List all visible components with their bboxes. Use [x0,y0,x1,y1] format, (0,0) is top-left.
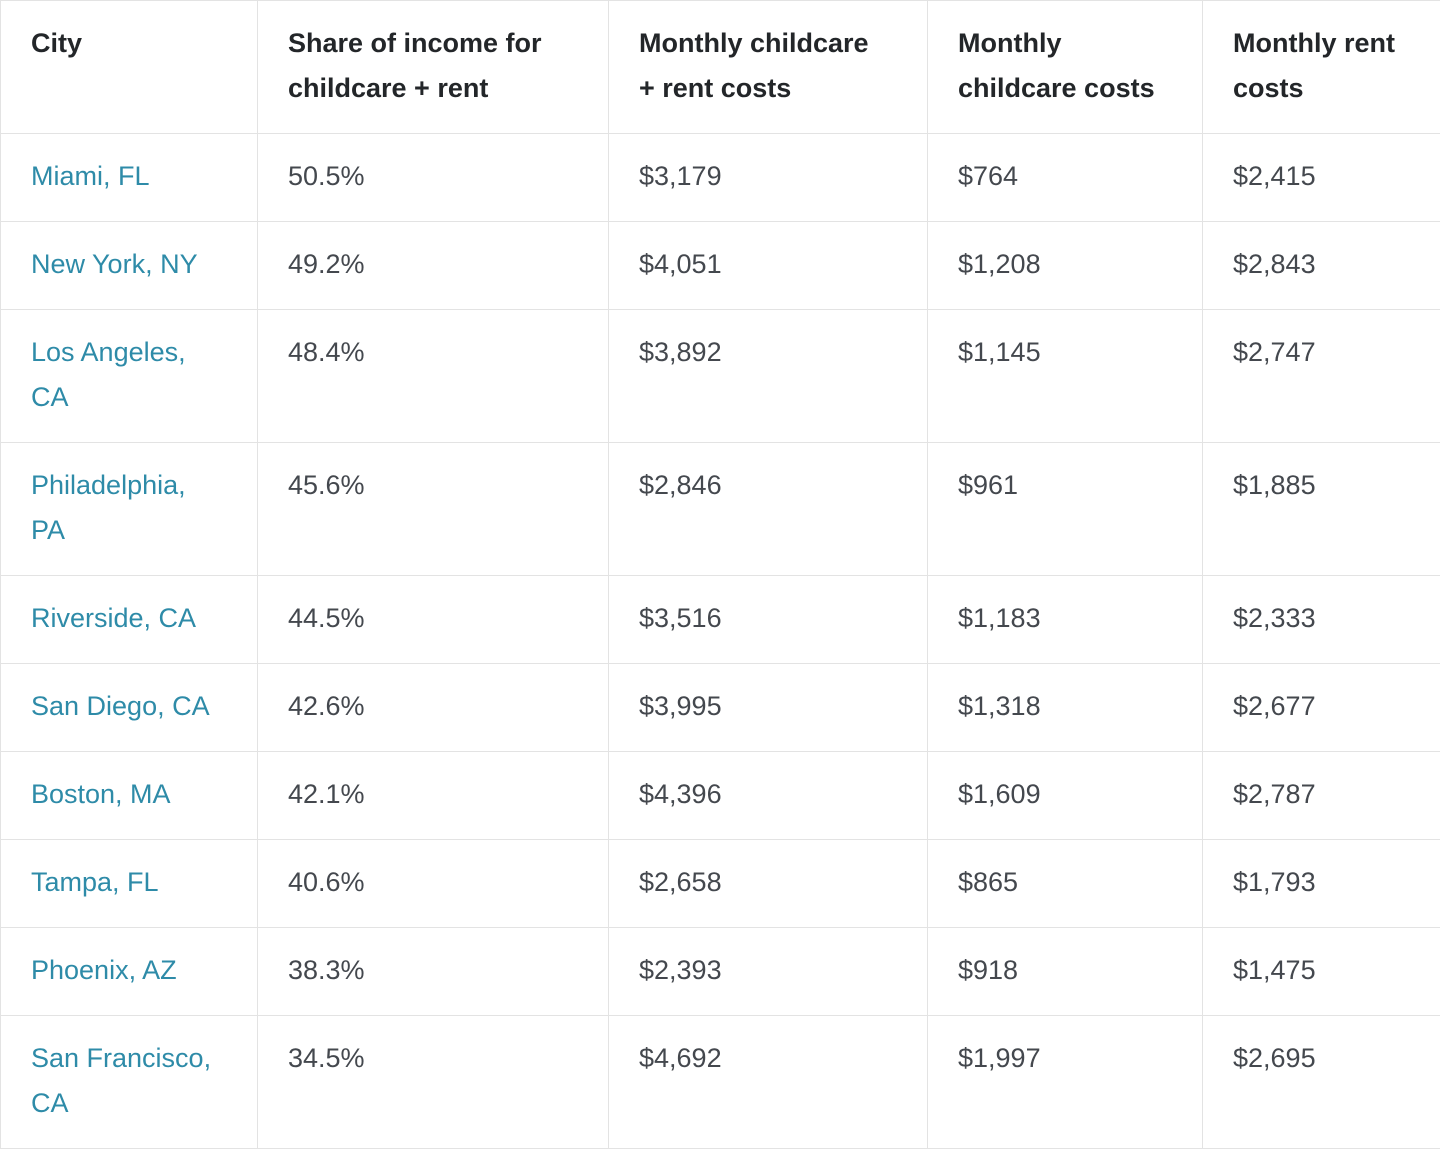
city-link[interactable]: Miami, FL [31,161,150,191]
header-row: City Share of income for childcare + ren… [1,1,1440,134]
city-link[interactable]: Phoenix, AZ [31,955,177,985]
childcare-cell: $1,318 [928,664,1203,752]
rent-cell: $2,747 [1203,310,1440,443]
share-cell: 34.5% [258,1016,609,1149]
childcare-cell: $764 [928,134,1203,222]
childcare-cell: $961 [928,443,1203,576]
rent-cell: $2,787 [1203,752,1440,840]
table-row: Riverside, CA 44.5% $3,516 $1,183 $2,333 [1,576,1440,664]
share-cell: 44.5% [258,576,609,664]
rent-cell: $2,415 [1203,134,1440,222]
share-cell: 42.6% [258,664,609,752]
childcare-cell: $1,183 [928,576,1203,664]
share-cell: 50.5% [258,134,609,222]
share-cell: 42.1% [258,752,609,840]
childcare-cell: $865 [928,840,1203,928]
childcare-rent-cell: $3,179 [609,134,928,222]
city-cell: San Diego, CA [1,664,258,752]
childcare-rent-cell: $4,396 [609,752,928,840]
city-cell: Riverside, CA [1,576,258,664]
childcare-rent-cell: $2,846 [609,443,928,576]
childcare-cell: $1,145 [928,310,1203,443]
city-cell: Miami, FL [1,134,258,222]
city-link[interactable]: Riverside, CA [31,603,196,633]
column-header-childcare-plus-rent: Monthly childcare + rent costs [609,1,928,134]
city-link[interactable]: Boston, MA [31,779,171,809]
city-cell: Tampa, FL [1,840,258,928]
city-cell: San Francisco, CA [1,1016,258,1149]
table-row: Los Angeles, CA 48.4% $3,892 $1,145 $2,7… [1,310,1440,443]
column-header-city: City [1,1,258,134]
rent-cell: $2,333 [1203,576,1440,664]
city-cell: Los Angeles, CA [1,310,258,443]
table-row: Boston, MA 42.1% $4,396 $1,609 $2,787 [1,752,1440,840]
table-row: Phoenix, AZ 38.3% $2,393 $918 $1,475 [1,928,1440,1016]
rent-cell: $2,695 [1203,1016,1440,1149]
column-header-share-of-income: Share of income for childcare + rent [258,1,609,134]
childcare-rent-cell: $3,995 [609,664,928,752]
table-row: San Francisco, CA 34.5% $4,692 $1,997 $2… [1,1016,1440,1149]
table-row: Miami, FL 50.5% $3,179 $764 $2,415 [1,134,1440,222]
rent-cell: $1,475 [1203,928,1440,1016]
childcare-rent-cell: $3,516 [609,576,928,664]
rent-cell: $2,677 [1203,664,1440,752]
childcare-rent-cell: $4,051 [609,222,928,310]
city-cell: Phoenix, AZ [1,928,258,1016]
share-cell: 49.2% [258,222,609,310]
city-link[interactable]: New York, NY [31,249,198,279]
city-cell: Philadelphia, PA [1,443,258,576]
share-cell: 38.3% [258,928,609,1016]
share-cell: 48.4% [258,310,609,443]
city-cell: Boston, MA [1,752,258,840]
city-link[interactable]: San Francisco, CA [31,1043,211,1118]
table-row: Tampa, FL 40.6% $2,658 $865 $1,793 [1,840,1440,928]
table-row: Philadelphia, PA 45.6% $2,846 $961 $1,88… [1,443,1440,576]
childcare-cell: $1,609 [928,752,1203,840]
childcare-rent-cell: $4,692 [609,1016,928,1149]
column-header-childcare-costs: Monthly childcare costs [928,1,1203,134]
city-link[interactable]: Los Angeles, CA [31,337,186,412]
childcare-rent-cell: $2,658 [609,840,928,928]
share-cell: 45.6% [258,443,609,576]
rent-cell: $1,793 [1203,840,1440,928]
rent-cell: $2,843 [1203,222,1440,310]
childcare-cell: $1,997 [928,1016,1203,1149]
childcare-rent-cell: $2,393 [609,928,928,1016]
rent-cell: $1,885 [1203,443,1440,576]
column-header-rent-costs: Monthly rent costs [1203,1,1440,134]
table-row: New York, NY 49.2% $4,051 $1,208 $2,843 [1,222,1440,310]
childcare-cell: $1,208 [928,222,1203,310]
city-link[interactable]: San Diego, CA [31,691,210,721]
table-row: San Diego, CA 42.6% $3,995 $1,318 $2,677 [1,664,1440,752]
childcare-cell: $918 [928,928,1203,1016]
city-cell: New York, NY [1,222,258,310]
city-link[interactable]: Tampa, FL [31,867,159,897]
share-cell: 40.6% [258,840,609,928]
city-link[interactable]: Philadelphia, PA [31,470,186,545]
childcare-rent-cell: $3,892 [609,310,928,443]
